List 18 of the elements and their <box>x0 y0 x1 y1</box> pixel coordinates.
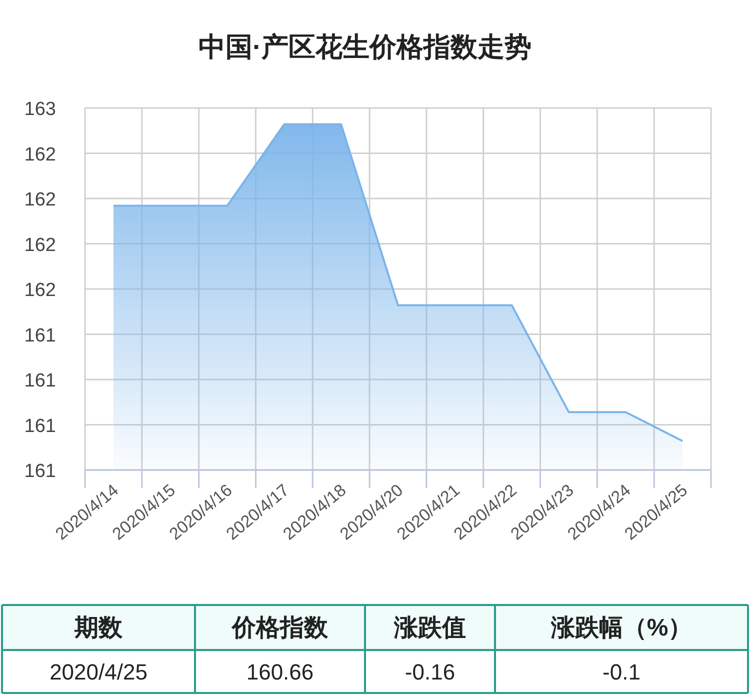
chart-title: 中国·产区花生价格指数走势 <box>198 32 532 62</box>
text: 2020/4/25 <box>50 660 148 684</box>
y-tick-label: 162 <box>24 190 56 210</box>
y-tick-label: 162 <box>24 280 56 301</box>
text: -0.16 <box>404 660 456 684</box>
text: 160.66 <box>246 660 314 684</box>
y-tick-label: 161 <box>24 416 56 437</box>
y-tick-label: 161 <box>24 370 56 392</box>
text: 涨跌幅（%） <box>550 614 692 642</box>
y-tick-label: 163 <box>24 99 56 120</box>
y-tick-label: 161 <box>24 325 56 346</box>
y-tick-label: 161 <box>24 461 56 482</box>
text: 价格指数 <box>231 614 329 642</box>
text: 涨跌值 <box>393 614 466 642</box>
y-tick-label: 162 <box>24 234 56 256</box>
text: -0.1 <box>602 660 640 684</box>
text: 期数 <box>74 614 124 642</box>
y-tick-label: 162 <box>24 144 56 166</box>
